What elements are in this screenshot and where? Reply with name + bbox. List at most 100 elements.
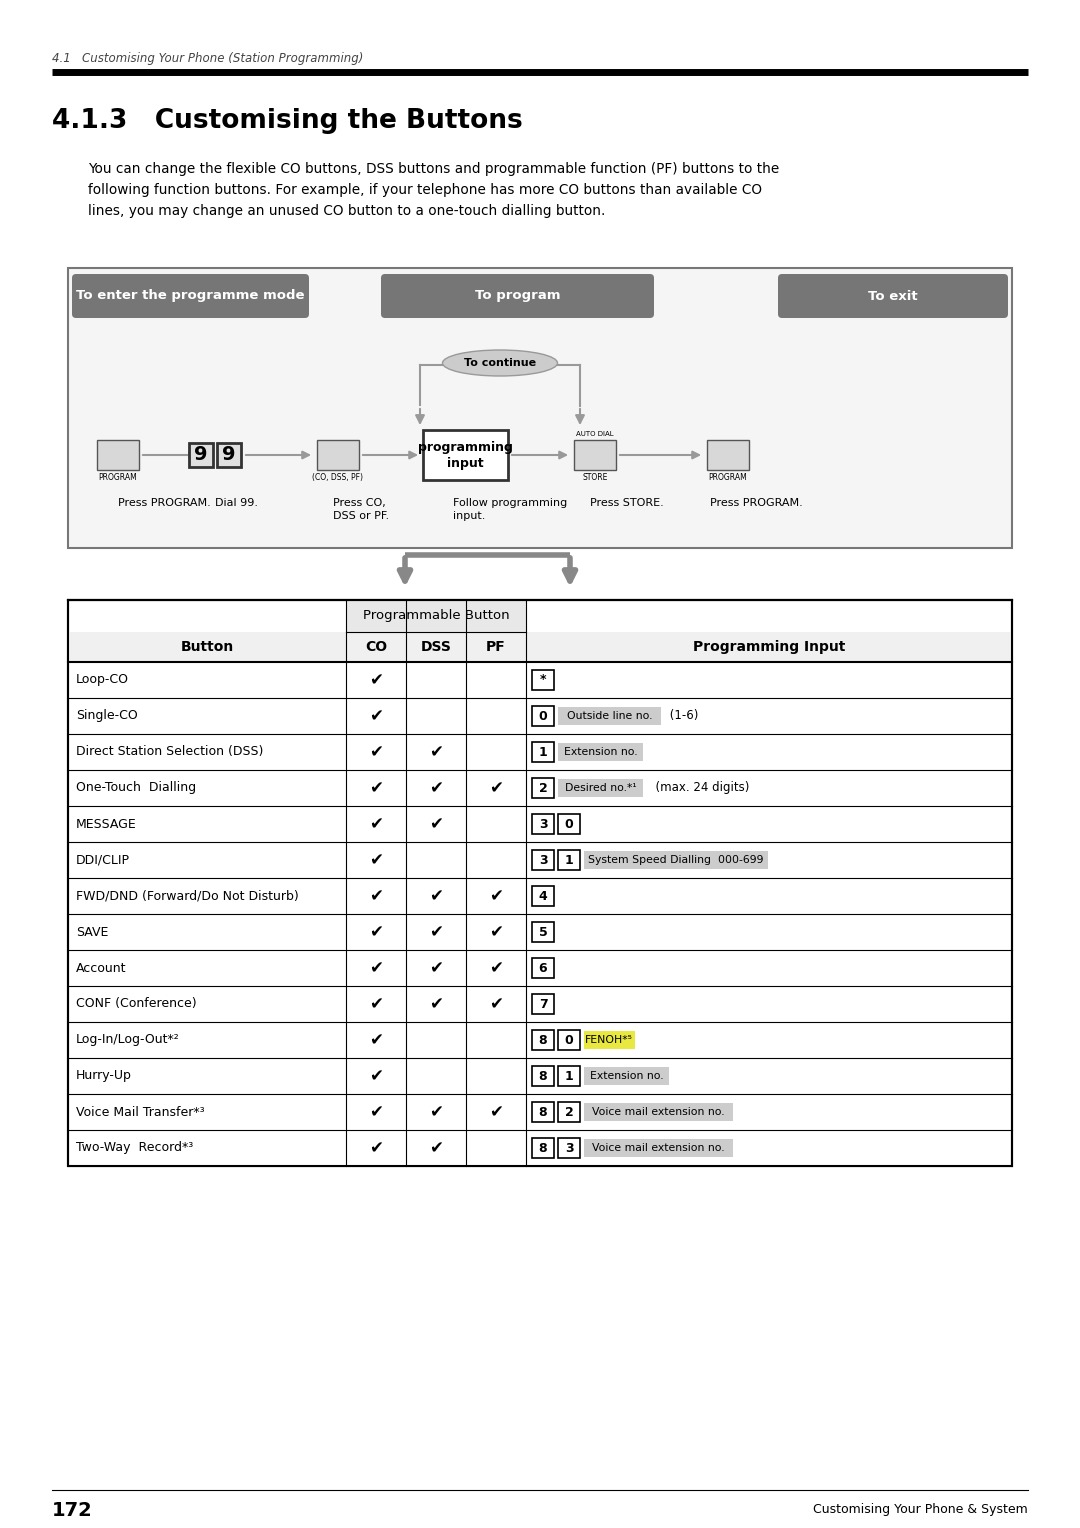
Text: ✔: ✔ bbox=[369, 671, 383, 689]
Bar bbox=[584, 1067, 670, 1085]
Text: CO: CO bbox=[365, 640, 387, 654]
Text: 5: 5 bbox=[539, 926, 548, 938]
Text: ✔: ✔ bbox=[429, 1103, 443, 1122]
Bar bbox=[532, 886, 554, 906]
Text: 4.1   Customising Your Phone (Station Programming): 4.1 Customising Your Phone (Station Prog… bbox=[52, 52, 363, 66]
Text: Press CO,
DSS or PF.: Press CO, DSS or PF. bbox=[333, 498, 389, 521]
Text: ✔: ✔ bbox=[489, 886, 503, 905]
Bar bbox=[707, 440, 750, 471]
Bar bbox=[532, 921, 554, 941]
Bar bbox=[532, 1138, 554, 1158]
Bar bbox=[532, 706, 554, 726]
Bar bbox=[558, 1102, 580, 1122]
Text: 0: 0 bbox=[565, 817, 573, 831]
Bar bbox=[532, 850, 554, 869]
Text: ✔: ✔ bbox=[369, 1138, 383, 1157]
Text: 8: 8 bbox=[539, 1141, 548, 1155]
Text: 0: 0 bbox=[539, 709, 548, 723]
Bar bbox=[532, 1030, 554, 1050]
Text: You can change the flexible CO buttons, DSS buttons and programmable function (P: You can change the flexible CO buttons, … bbox=[87, 162, 780, 219]
Text: Extension no.: Extension no. bbox=[590, 1071, 663, 1080]
Text: ✔: ✔ bbox=[429, 1138, 443, 1157]
Text: input: input bbox=[447, 457, 484, 471]
Text: Follow programming
input.: Follow programming input. bbox=[453, 498, 567, 521]
Text: ✔: ✔ bbox=[369, 1031, 383, 1050]
Text: Log-In/Log-Out*²: Log-In/Log-Out*² bbox=[76, 1033, 179, 1047]
Bar bbox=[532, 995, 554, 1015]
Text: System Speed Dialling  000-699: System Speed Dialling 000-699 bbox=[589, 856, 764, 865]
Text: ✔: ✔ bbox=[369, 1103, 383, 1122]
Text: Voice mail extension no.: Voice mail extension no. bbox=[592, 1106, 725, 1117]
Bar bbox=[189, 443, 213, 468]
FancyBboxPatch shape bbox=[778, 274, 1008, 318]
Bar bbox=[422, 429, 508, 480]
Text: 3: 3 bbox=[539, 854, 548, 866]
Bar bbox=[558, 779, 644, 798]
Text: 7: 7 bbox=[539, 998, 548, 1010]
Text: programming: programming bbox=[418, 442, 512, 454]
Text: 8: 8 bbox=[539, 1070, 548, 1082]
Text: 1: 1 bbox=[565, 1070, 573, 1082]
Text: 1: 1 bbox=[539, 746, 548, 758]
Text: Two-Way  Record*³: Two-Way Record*³ bbox=[76, 1141, 193, 1155]
Text: Extension no.: Extension no. bbox=[564, 747, 637, 756]
Text: FENOH*⁵: FENOH*⁵ bbox=[585, 1034, 633, 1045]
Text: To continue: To continue bbox=[464, 358, 536, 368]
Text: ✔: ✔ bbox=[489, 779, 503, 798]
Text: ✔: ✔ bbox=[369, 814, 383, 833]
Text: 4.1.3   Customising the Buttons: 4.1.3 Customising the Buttons bbox=[52, 108, 523, 134]
Bar bbox=[532, 743, 554, 762]
Text: (max. 24 digits): (max. 24 digits) bbox=[648, 781, 750, 795]
Bar bbox=[558, 1067, 580, 1086]
Text: Programmable Button: Programmable Button bbox=[363, 610, 510, 622]
Text: To program: To program bbox=[475, 289, 561, 303]
Bar bbox=[97, 440, 139, 471]
Text: 4: 4 bbox=[539, 889, 548, 903]
Bar bbox=[532, 778, 554, 798]
Text: CONF (Conference): CONF (Conference) bbox=[76, 998, 197, 1010]
Bar bbox=[68, 267, 1012, 549]
Bar bbox=[573, 440, 616, 471]
Text: Dial 99.: Dial 99. bbox=[215, 498, 258, 507]
Bar bbox=[558, 1138, 580, 1158]
Text: ✔: ✔ bbox=[369, 960, 383, 976]
Bar bbox=[68, 601, 1012, 1166]
Ellipse shape bbox=[443, 350, 557, 376]
Text: 8: 8 bbox=[539, 1033, 548, 1047]
Text: 2: 2 bbox=[565, 1105, 573, 1118]
Bar bbox=[532, 814, 554, 834]
Text: Press STORE.: Press STORE. bbox=[590, 498, 664, 507]
Bar bbox=[558, 850, 580, 869]
Text: Press PROGRAM.: Press PROGRAM. bbox=[710, 498, 802, 507]
Bar bbox=[558, 814, 580, 834]
Text: Desired no.*¹: Desired no.*¹ bbox=[565, 782, 636, 793]
Text: 6: 6 bbox=[539, 961, 548, 975]
Text: PROGRAM: PROGRAM bbox=[708, 474, 747, 481]
Bar bbox=[584, 1138, 733, 1157]
Text: SAVE: SAVE bbox=[76, 926, 108, 938]
Text: 1: 1 bbox=[565, 854, 573, 866]
Text: ✔: ✔ bbox=[489, 960, 503, 976]
Text: 0: 0 bbox=[565, 1033, 573, 1047]
Text: ✔: ✔ bbox=[369, 995, 383, 1013]
Text: Customising Your Phone & System: Customising Your Phone & System bbox=[813, 1504, 1028, 1516]
Text: ✔: ✔ bbox=[429, 743, 443, 761]
Text: Hurry-Up: Hurry-Up bbox=[76, 1070, 132, 1082]
Text: ✔: ✔ bbox=[369, 886, 383, 905]
Text: Account: Account bbox=[76, 961, 126, 975]
Text: To enter the programme mode: To enter the programme mode bbox=[77, 289, 305, 303]
Text: ✔: ✔ bbox=[429, 779, 443, 798]
Text: Loop-CO: Loop-CO bbox=[76, 674, 129, 686]
Bar bbox=[532, 669, 554, 691]
Text: ✔: ✔ bbox=[369, 707, 383, 724]
Text: ✔: ✔ bbox=[429, 814, 443, 833]
Text: Voice Mail Transfer*³: Voice Mail Transfer*³ bbox=[76, 1105, 204, 1118]
Bar bbox=[558, 743, 644, 761]
FancyBboxPatch shape bbox=[72, 274, 309, 318]
Text: (1-6): (1-6) bbox=[665, 709, 698, 723]
FancyBboxPatch shape bbox=[381, 274, 654, 318]
Text: ✔: ✔ bbox=[369, 779, 383, 798]
Text: Single-CO: Single-CO bbox=[76, 709, 138, 723]
Bar bbox=[217, 443, 241, 468]
Text: ✔: ✔ bbox=[369, 851, 383, 869]
